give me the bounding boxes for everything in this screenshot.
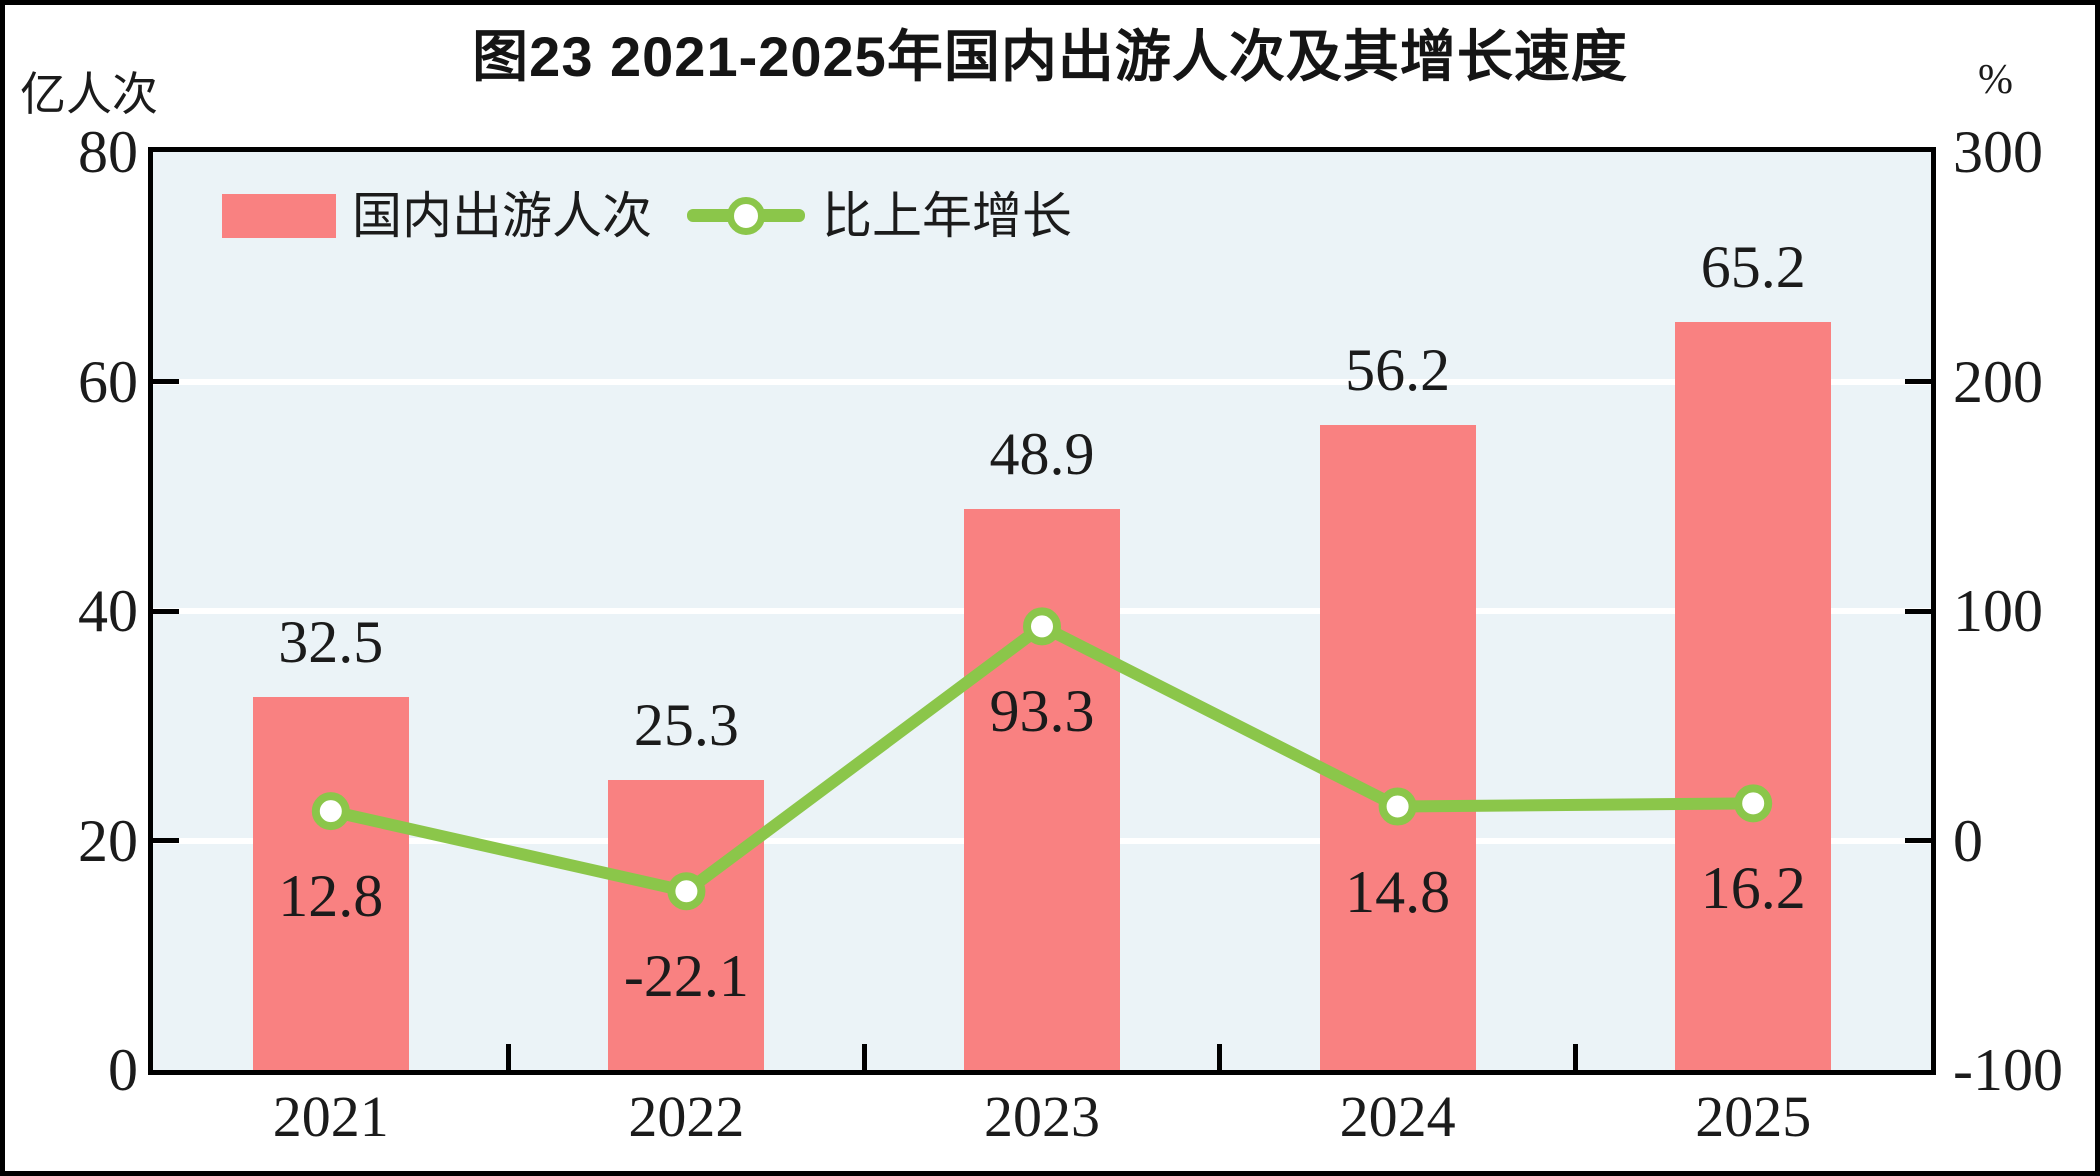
growth-line-layer: [311, 607, 1773, 911]
right-axis-tick-label: 100: [1953, 578, 2043, 644]
right-axis-unit-label: %: [1978, 57, 2013, 103]
right-axis-tick: [1905, 379, 1931, 384]
x-axis-category-label: 2025: [1695, 1084, 1812, 1149]
x-axis-category-label: 2022: [628, 1084, 745, 1149]
bar-2022: [608, 779, 765, 1070]
right-axis-tick: [1905, 608, 1931, 614]
x-axis-category-label: 2023: [984, 1084, 1100, 1149]
bar-value-label: 65.2: [1700, 233, 1806, 300]
right-axis-tick-label: 200: [1953, 348, 2043, 415]
right-axis-tick-label: 300: [1953, 119, 2043, 185]
growth-line-marker: [1023, 607, 1061, 646]
left-axis-unit-label: 亿人次: [20, 69, 158, 120]
left-axis-tick-label: 60: [78, 348, 138, 415]
left-axis-tick: [153, 838, 179, 843]
growth-value-label: 93.3: [989, 678, 1095, 745]
gridline: [153, 378, 1931, 385]
bar-2023: [964, 508, 1120, 1070]
bar-value-label: 56.2: [1345, 337, 1451, 404]
legend-line-series-label: 比上年增长: [822, 188, 1072, 244]
left-axis-tick-label: 40: [78, 578, 138, 644]
bar-2024: [1319, 425, 1476, 1070]
growth-line-marker: [311, 792, 350, 831]
chart-title: 图23 2021-2025年国内出游人次及其增长速度: [472, 25, 1628, 88]
bar-value-label: 25.3: [633, 691, 739, 758]
legend-line-marker-icon: [727, 197, 765, 235]
growth-line: [324, 620, 1760, 898]
bar-value-label: 48.9: [989, 420, 1095, 487]
right-axis-tick-label: 0: [1953, 807, 1983, 874]
growth-value-label: 12.8: [278, 863, 384, 930]
left-axis-tick: [153, 379, 179, 384]
x-axis-tick: [506, 1044, 512, 1070]
bar-2021: [252, 697, 409, 1070]
left-axis-tick-label: 80: [78, 119, 138, 185]
x-axis-category-label: 2021: [272, 1084, 389, 1149]
left-axis-tick-label: 0: [108, 1037, 138, 1103]
growth-value-label: 14.8: [1345, 858, 1451, 925]
growth-value-label: -22.1: [623, 943, 749, 1010]
x-axis-category-label: 2024: [1339, 1084, 1456, 1149]
x-axis-tick: [1572, 1044, 1578, 1070]
left-axis-tick-label: 20: [78, 807, 138, 874]
growth-line-marker: [667, 872, 706, 911]
left-axis-tick: [153, 608, 179, 614]
legend-bar-series-label: 国内出游人次: [352, 188, 652, 244]
x-axis-tick: [1217, 1044, 1223, 1070]
legend-bar-swatch: [222, 194, 336, 238]
x-axis-tick: [861, 1044, 867, 1070]
growth-line-marker: [1734, 784, 1773, 823]
right-axis-tick: [1905, 838, 1931, 843]
bar-2025: [1675, 321, 1832, 1070]
right-axis-tick-label: -100: [1953, 1037, 2063, 1103]
growth-line-marker: [1378, 787, 1417, 826]
growth-value-label: 16.2: [1700, 855, 1806, 922]
bar-value-label: 32.5: [278, 609, 384, 676]
